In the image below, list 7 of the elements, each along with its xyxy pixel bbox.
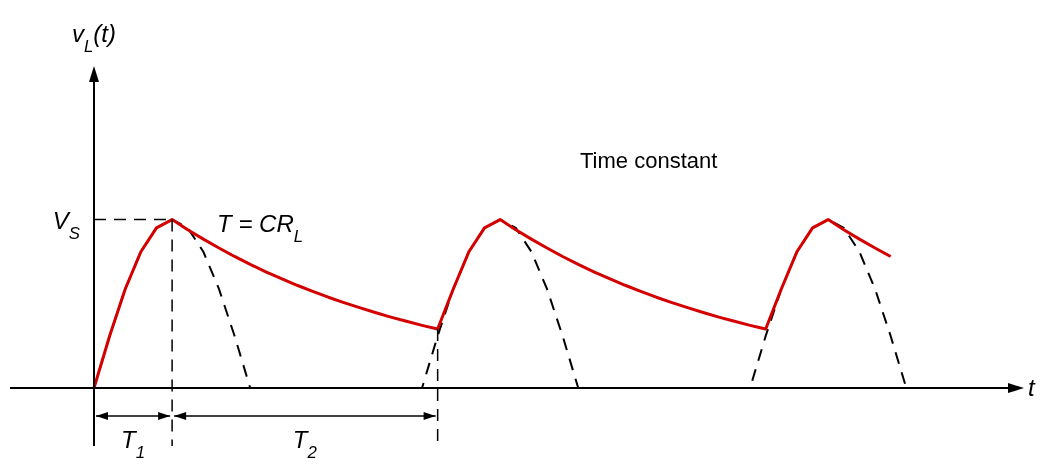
annotation: T = CR$_{L}$: [217, 209, 304, 246]
text: Time constant: [580, 148, 718, 173]
text: T$_{2}$: [292, 426, 318, 462]
text: V$_{S}$: [52, 206, 81, 243]
text: T$_{1}$: [121, 426, 146, 462]
x-axis-title: t: [1028, 374, 1036, 401]
text: v$_{L}$(t): [72, 20, 116, 56]
